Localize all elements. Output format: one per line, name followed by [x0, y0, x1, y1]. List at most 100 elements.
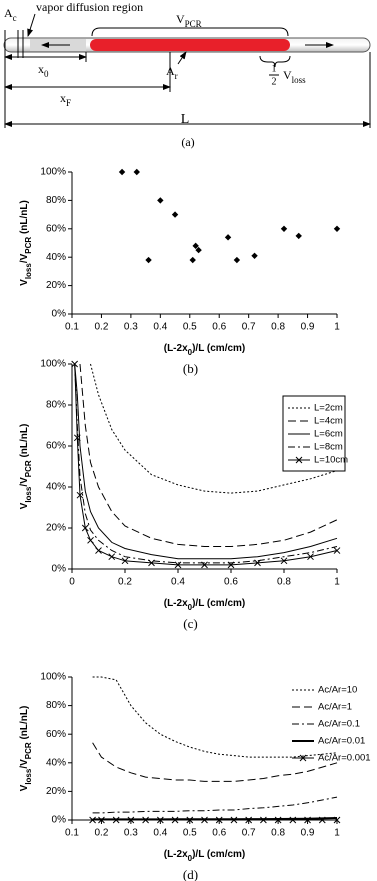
- point: [145, 256, 152, 264]
- marker: [201, 561, 208, 569]
- legend-label: Ac/Ar=10: [318, 685, 357, 696]
- y-axis-label-part: V: [19, 279, 30, 286]
- x-tick-label: 0.2: [94, 828, 108, 839]
- legend-label: L=6cm: [314, 429, 343, 440]
- y-tick-label: 60%: [46, 441, 66, 452]
- y-axis-label-part: (nL/nL): [19, 200, 30, 237]
- marker: [245, 816, 253, 824]
- x-tick-label: 0.2: [94, 322, 108, 333]
- y-axis-label-part: V: [19, 502, 30, 509]
- series-line: [92, 796, 338, 814]
- point: [171, 211, 179, 218]
- caption: (a): [181, 135, 194, 149]
- marker: [81, 524, 89, 532]
- y-axis-label-part: PCR: [24, 237, 33, 254]
- marker: [71, 360, 79, 368]
- x-axis-label-part: (L-2x: [164, 598, 188, 609]
- label-part: x: [38, 62, 44, 76]
- marker: [260, 816, 267, 824]
- point: [157, 197, 164, 204]
- y-axis-label-part: loss: [24, 486, 33, 503]
- marker: [318, 816, 326, 824]
- y-tick-label: 0%: [52, 309, 67, 320]
- point: [195, 246, 202, 254]
- label: Ar: [166, 64, 178, 81]
- y-axis-label-part: /V: [19, 477, 30, 487]
- x-tick-label: 0.6: [212, 828, 226, 839]
- marker: [89, 816, 96, 824]
- label: vapor diffusion region: [36, 0, 143, 14]
- x-tick-label: 0.3: [124, 322, 138, 333]
- arrow: [177, 51, 187, 65]
- label: 1: [272, 63, 277, 74]
- y-axis-label-part: PCR: [24, 460, 33, 477]
- y-tick-label: 80%: [46, 400, 66, 411]
- y-axis-label: Vloss/VPCR (nL/nL): [19, 706, 33, 792]
- marker: [289, 816, 297, 824]
- x-tick-label: 0.1: [65, 828, 79, 839]
- marker: [98, 816, 105, 824]
- arrow: [27, 13, 36, 37]
- marker: [156, 816, 164, 824]
- label: 2: [272, 76, 277, 87]
- point: [133, 168, 140, 176]
- marker: [142, 816, 149, 824]
- x-axis-label: (L-2x0)/L (cm/cm): [164, 598, 246, 612]
- y-tick-label: 40%: [46, 482, 66, 493]
- marker: [186, 816, 194, 824]
- point: [189, 256, 196, 264]
- legend-label: L=10cm: [314, 455, 348, 466]
- x-tick-label: 0.9: [301, 322, 315, 333]
- label-part: x: [60, 91, 66, 105]
- x-axis-label-part: 0: [188, 348, 193, 357]
- y-tick-label: 0%: [52, 564, 67, 575]
- point: [333, 225, 341, 232]
- label-part: V: [283, 68, 292, 82]
- label-part: loss: [292, 75, 307, 85]
- series-line: [92, 817, 338, 821]
- x-axis-label: (L-2x0)/L (cm/cm): [164, 343, 246, 357]
- x-axis-label: (L-2x0)/L (cm/cm): [164, 849, 246, 863]
- marker: [121, 557, 129, 565]
- y-axis-label: Vloss/VPCR (nL/nL): [19, 424, 33, 510]
- y-tick-label: 20%: [46, 523, 66, 534]
- marker: [307, 553, 314, 561]
- marker: [254, 559, 261, 567]
- legend-label: Ac/Ar=1: [318, 702, 352, 713]
- point: [118, 168, 126, 176]
- x-tick-label: 0.3: [124, 828, 138, 839]
- marker: [76, 491, 84, 499]
- label-part: PCR: [185, 19, 202, 29]
- point: [233, 256, 241, 264]
- y-tick-label: 100%: [40, 359, 66, 370]
- marker: [127, 816, 135, 824]
- label-part: A: [166, 64, 175, 78]
- marker: [333, 816, 341, 824]
- y-axis-label-part: loss: [24, 263, 33, 280]
- label: VPCR: [176, 12, 202, 29]
- x-tick-label: 0.8: [271, 828, 285, 839]
- legend-label: Ac/Ar=0.001: [318, 753, 371, 764]
- series-line: [74, 363, 338, 564]
- y-tick-label: 60%: [46, 223, 66, 234]
- x-tick-label: 0.4: [153, 322, 167, 333]
- y-tick-label: 100%: [40, 672, 66, 683]
- label-part: c: [13, 13, 17, 23]
- x-tick-label: 0.9: [301, 828, 315, 839]
- marker: [73, 434, 81, 442]
- x-axis-label-part: 0: [188, 603, 193, 612]
- x-tick-label: 0.6: [224, 577, 238, 588]
- x-axis-label-part: )/L (cm/cm): [192, 849, 245, 860]
- x-axis-label-part: (L-2x: [164, 343, 188, 354]
- point: [280, 225, 288, 232]
- label: x0: [38, 62, 49, 79]
- x-axis-label-part: )/L (cm/cm): [192, 343, 245, 354]
- caption: (b): [183, 361, 198, 376]
- y-tick-label: 40%: [46, 757, 66, 768]
- y-tick-label: 20%: [46, 280, 66, 291]
- legend-label: Ac/Ar=0.01: [318, 736, 365, 747]
- y-tick-label: 40%: [46, 252, 66, 263]
- label-part: V: [176, 12, 185, 26]
- point: [251, 252, 258, 259]
